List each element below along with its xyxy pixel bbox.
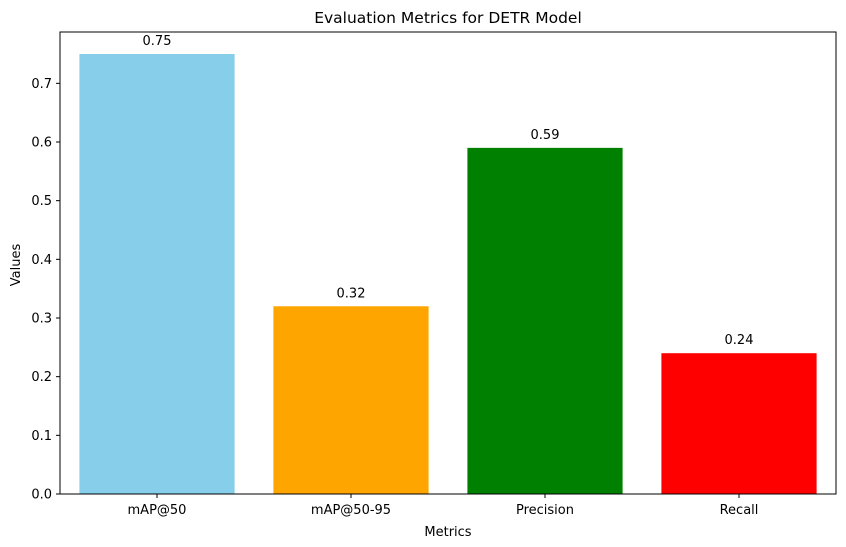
y-tick-label-7: 0.7 bbox=[31, 77, 52, 92]
y-axis: 0.0 0.1 0.2 0.3 0.4 0.5 0.6 0.7 bbox=[31, 77, 60, 503]
x-tick-label-1: mAP@50-95 bbox=[311, 503, 391, 518]
y-tick-label-6: 0.6 bbox=[31, 136, 52, 151]
x-tick-label-3: Recall bbox=[720, 503, 759, 518]
y-tick-label-3: 0.3 bbox=[31, 312, 52, 327]
bar-value-label-3: 0.24 bbox=[725, 333, 754, 348]
x-tick-label-2: Precision bbox=[516, 503, 574, 518]
y-tick-label-4: 0.4 bbox=[31, 253, 52, 268]
x-tick-label-0: mAP@50 bbox=[128, 503, 187, 518]
bar-value-label-2: 0.59 bbox=[531, 128, 560, 143]
x-axis-title: Metrics bbox=[424, 525, 471, 540]
bar-2 bbox=[467, 147, 623, 494]
bar-3 bbox=[661, 353, 817, 494]
plot-frame bbox=[59, 31, 837, 495]
bar-0 bbox=[79, 54, 235, 494]
bar-value-label-0: 0.75 bbox=[143, 34, 172, 49]
y-tick-label-0: 0.0 bbox=[31, 488, 52, 503]
bar-value-label-1: 0.32 bbox=[337, 286, 366, 301]
y-tick-label-5: 0.5 bbox=[31, 194, 52, 209]
bar-1 bbox=[273, 306, 429, 494]
y-tick-label-1: 0.1 bbox=[31, 429, 52, 444]
y-tick-label-2: 0.2 bbox=[31, 370, 52, 385]
y-axis-title: Values bbox=[9, 244, 24, 287]
chart-title: Evaluation Metrics for DETR Model bbox=[314, 9, 582, 27]
bars-group bbox=[79, 54, 817, 494]
x-axis: mAP@50 mAP@50-95 Precision Recall bbox=[128, 494, 759, 518]
bar-labels-group: 0.75 0.32 0.59 0.24 bbox=[143, 34, 754, 348]
